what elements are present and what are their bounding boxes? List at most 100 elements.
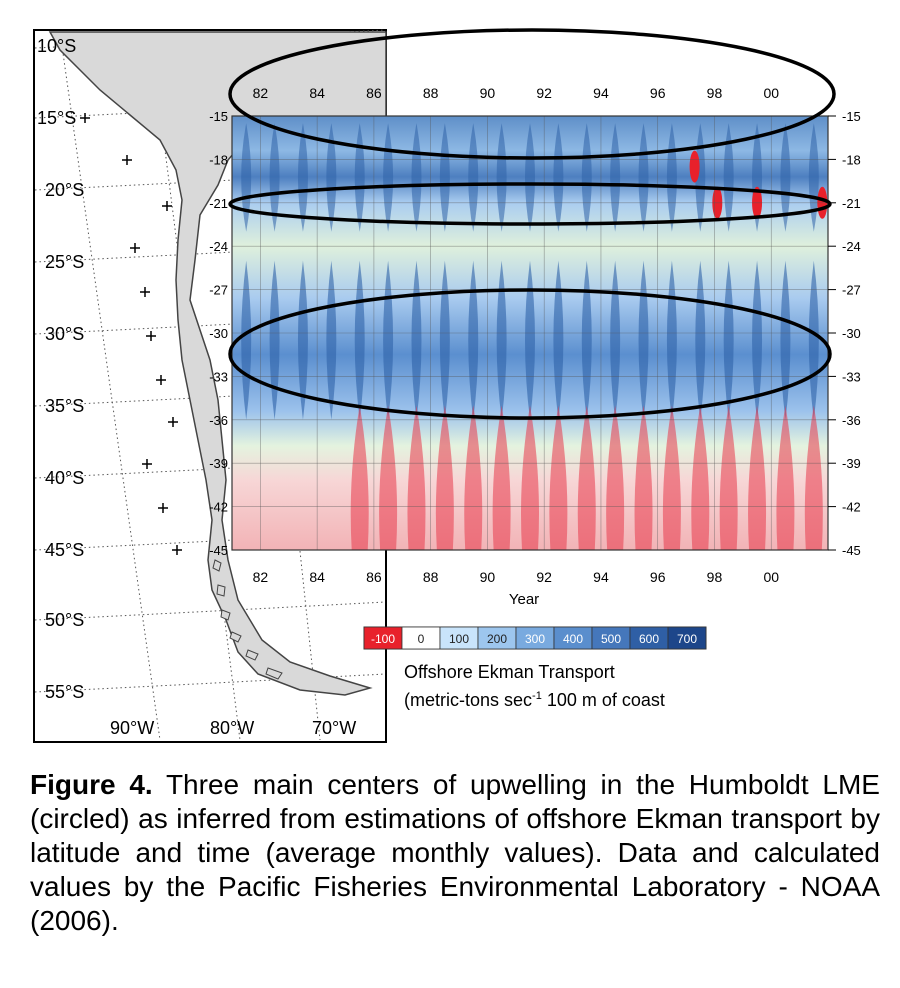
upwelling-ellipse-north bbox=[228, 28, 836, 160]
upwelling-pulse-mark bbox=[723, 260, 734, 420]
downwelling-spike-mark bbox=[549, 405, 568, 550]
upwelling-pulse-mark bbox=[241, 123, 252, 232]
upwelling-pulse-mark bbox=[638, 260, 649, 420]
caption-label: Figure 4. bbox=[30, 769, 153, 800]
station-marker bbox=[156, 375, 166, 385]
x-tick-label-top: 88 bbox=[423, 85, 439, 101]
heatmap-panel: 82 84 86 88 90 92 94 96 98 00 82 84 86 88 90 92 94 96 98 0… bbox=[209, 85, 861, 608]
upwelling-annotations bbox=[228, 28, 836, 420]
x-tick-label-top: 96 bbox=[650, 85, 666, 101]
station-marker bbox=[142, 459, 152, 469]
upwelling-pulse-mark bbox=[723, 123, 734, 232]
x-tick-label-top: 00 bbox=[763, 85, 779, 101]
y-axis-right: -15 -18 -21 -24 -27 -30 -33 -36 -39 -42 -45 bbox=[828, 109, 861, 558]
upwelling-pulse-mark bbox=[553, 123, 564, 232]
y-tick-label-left: -45 bbox=[209, 543, 228, 558]
upwelling-pulse-mark bbox=[269, 260, 280, 420]
y-tick-label-left: -42 bbox=[209, 500, 228, 515]
x-tick-label-bottom: 90 bbox=[480, 569, 496, 585]
station-marker bbox=[162, 201, 172, 211]
upwelling-pulse-mark bbox=[241, 260, 252, 420]
upwelling-pulse-mark bbox=[496, 123, 507, 232]
upwelling-pulse-mark bbox=[383, 260, 394, 420]
lat-label-10s: 10°S bbox=[37, 36, 76, 56]
upwelling-pulse-mark bbox=[525, 260, 535, 420]
downwelling-spike-mark bbox=[606, 405, 625, 550]
upwelling-pulse-mark bbox=[808, 260, 819, 420]
x-tick-label-bottom: 84 bbox=[309, 569, 325, 585]
downwelling-spike-mark bbox=[634, 405, 653, 550]
lat-label-40s: 40°S bbox=[45, 468, 84, 488]
y-tick-label-left: -15 bbox=[209, 109, 228, 124]
x-axis-bottom: 82 84 86 88 90 92 94 96 98 00 bbox=[253, 569, 780, 585]
y-tick-label-left: -36 bbox=[209, 413, 228, 428]
x-tick-label-bottom: 88 bbox=[423, 569, 439, 585]
y-tick-label-right: -39 bbox=[842, 456, 861, 471]
x-tick-label-top: 94 bbox=[593, 85, 609, 101]
upwelling-pulse-mark bbox=[610, 123, 621, 232]
upwelling-pulse-mark bbox=[780, 260, 791, 420]
y-tick-label-right: -15 bbox=[842, 109, 861, 124]
downwelling-spike-mark bbox=[350, 405, 369, 550]
upwelling-pulse-mark bbox=[581, 260, 592, 420]
y-tick-label-right: -45 bbox=[842, 543, 861, 558]
downwelling-spike-mark bbox=[662, 405, 681, 550]
upwelling-pulse-mark bbox=[468, 260, 479, 420]
station-marker bbox=[146, 331, 156, 341]
colorbar-level-label: 0 bbox=[418, 632, 425, 646]
upwelling-pulse-mark bbox=[553, 260, 564, 420]
x-tick-label-top: 84 bbox=[309, 85, 325, 101]
station-marker bbox=[158, 503, 168, 513]
downwelling-spike-mark bbox=[577, 405, 596, 550]
y-tick-label-right: -30 bbox=[842, 326, 861, 341]
x-tick-label-bottom: 82 bbox=[253, 569, 269, 585]
upwelling-pulse-mark bbox=[439, 123, 450, 232]
y-axis-left: -15 -18 -21 -24 -27 -30 -33 -36 -39 -42 -45 bbox=[209, 109, 228, 558]
y-tick-label-right: -27 bbox=[842, 283, 861, 298]
lat-label-50s: 50°S bbox=[45, 610, 84, 630]
lat-label-30s: 30°S bbox=[45, 324, 84, 344]
x-tick-label-bottom: 96 bbox=[650, 569, 666, 585]
colorbar-units-start: (metric-tons sec bbox=[404, 690, 532, 710]
upwelling-pulse-mark bbox=[297, 123, 308, 232]
x-tick-label-bottom: 94 bbox=[593, 569, 609, 585]
heatmap-marks bbox=[241, 123, 828, 550]
y-tick-label-right: -42 bbox=[842, 500, 861, 515]
upwelling-pulse-mark bbox=[610, 260, 621, 420]
lat-label-55s: 55°S bbox=[45, 682, 84, 702]
x-tick-label-bottom: 92 bbox=[536, 569, 552, 585]
x-tick-label-bottom: 98 bbox=[707, 569, 723, 585]
downwelling-spike-mark bbox=[804, 405, 823, 550]
station-marker bbox=[140, 287, 150, 297]
upwelling-pulse-mark bbox=[581, 123, 592, 232]
colorbar-swatch bbox=[667, 626, 707, 650]
y-tick-label-right: -21 bbox=[842, 196, 861, 211]
upwelling-pulse-mark bbox=[411, 123, 422, 232]
patagonia-islands bbox=[212, 559, 283, 680]
y-tick-label-left: -39 bbox=[209, 456, 228, 471]
upwelling-pulse-mark bbox=[411, 260, 422, 420]
caption-text: Three main centers of upwelling in the H… bbox=[30, 769, 880, 936]
upwelling-pulse-mark bbox=[780, 123, 791, 232]
colorbar: -100 0 100 200 300 400 500 600 700 Offshore Ekma… bbox=[363, 626, 707, 710]
y-tick-label-left: -18 bbox=[209, 152, 228, 167]
x-axis-label: Year bbox=[509, 591, 539, 608]
station-marker bbox=[80, 113, 90, 123]
upwelling-pulse-mark bbox=[326, 260, 337, 420]
upwelling-pulse-mark bbox=[525, 123, 535, 232]
colorbar-title: Offshore Ekman Transport bbox=[404, 662, 615, 682]
y-tick-label-left: -27 bbox=[209, 283, 228, 298]
station-marker bbox=[168, 417, 178, 427]
colorbar-level-label: 700 bbox=[677, 632, 697, 646]
colorbar-level-label: -100 bbox=[371, 632, 395, 646]
lon-label-80w: 80°W bbox=[210, 718, 254, 738]
station-marker bbox=[130, 243, 140, 253]
downwelling-spike-mark bbox=[379, 405, 398, 550]
y-tick-label-right: -24 bbox=[842, 239, 861, 254]
downwelling-spike-mark bbox=[521, 405, 539, 550]
upwelling-pulse-mark bbox=[666, 260, 677, 420]
colorbar-units-sup: -1 bbox=[532, 690, 542, 702]
colorbar-level-label: 300 bbox=[525, 632, 545, 646]
upwelling-pulse-mark bbox=[638, 123, 649, 232]
x-tick-label-top: 92 bbox=[536, 85, 552, 101]
